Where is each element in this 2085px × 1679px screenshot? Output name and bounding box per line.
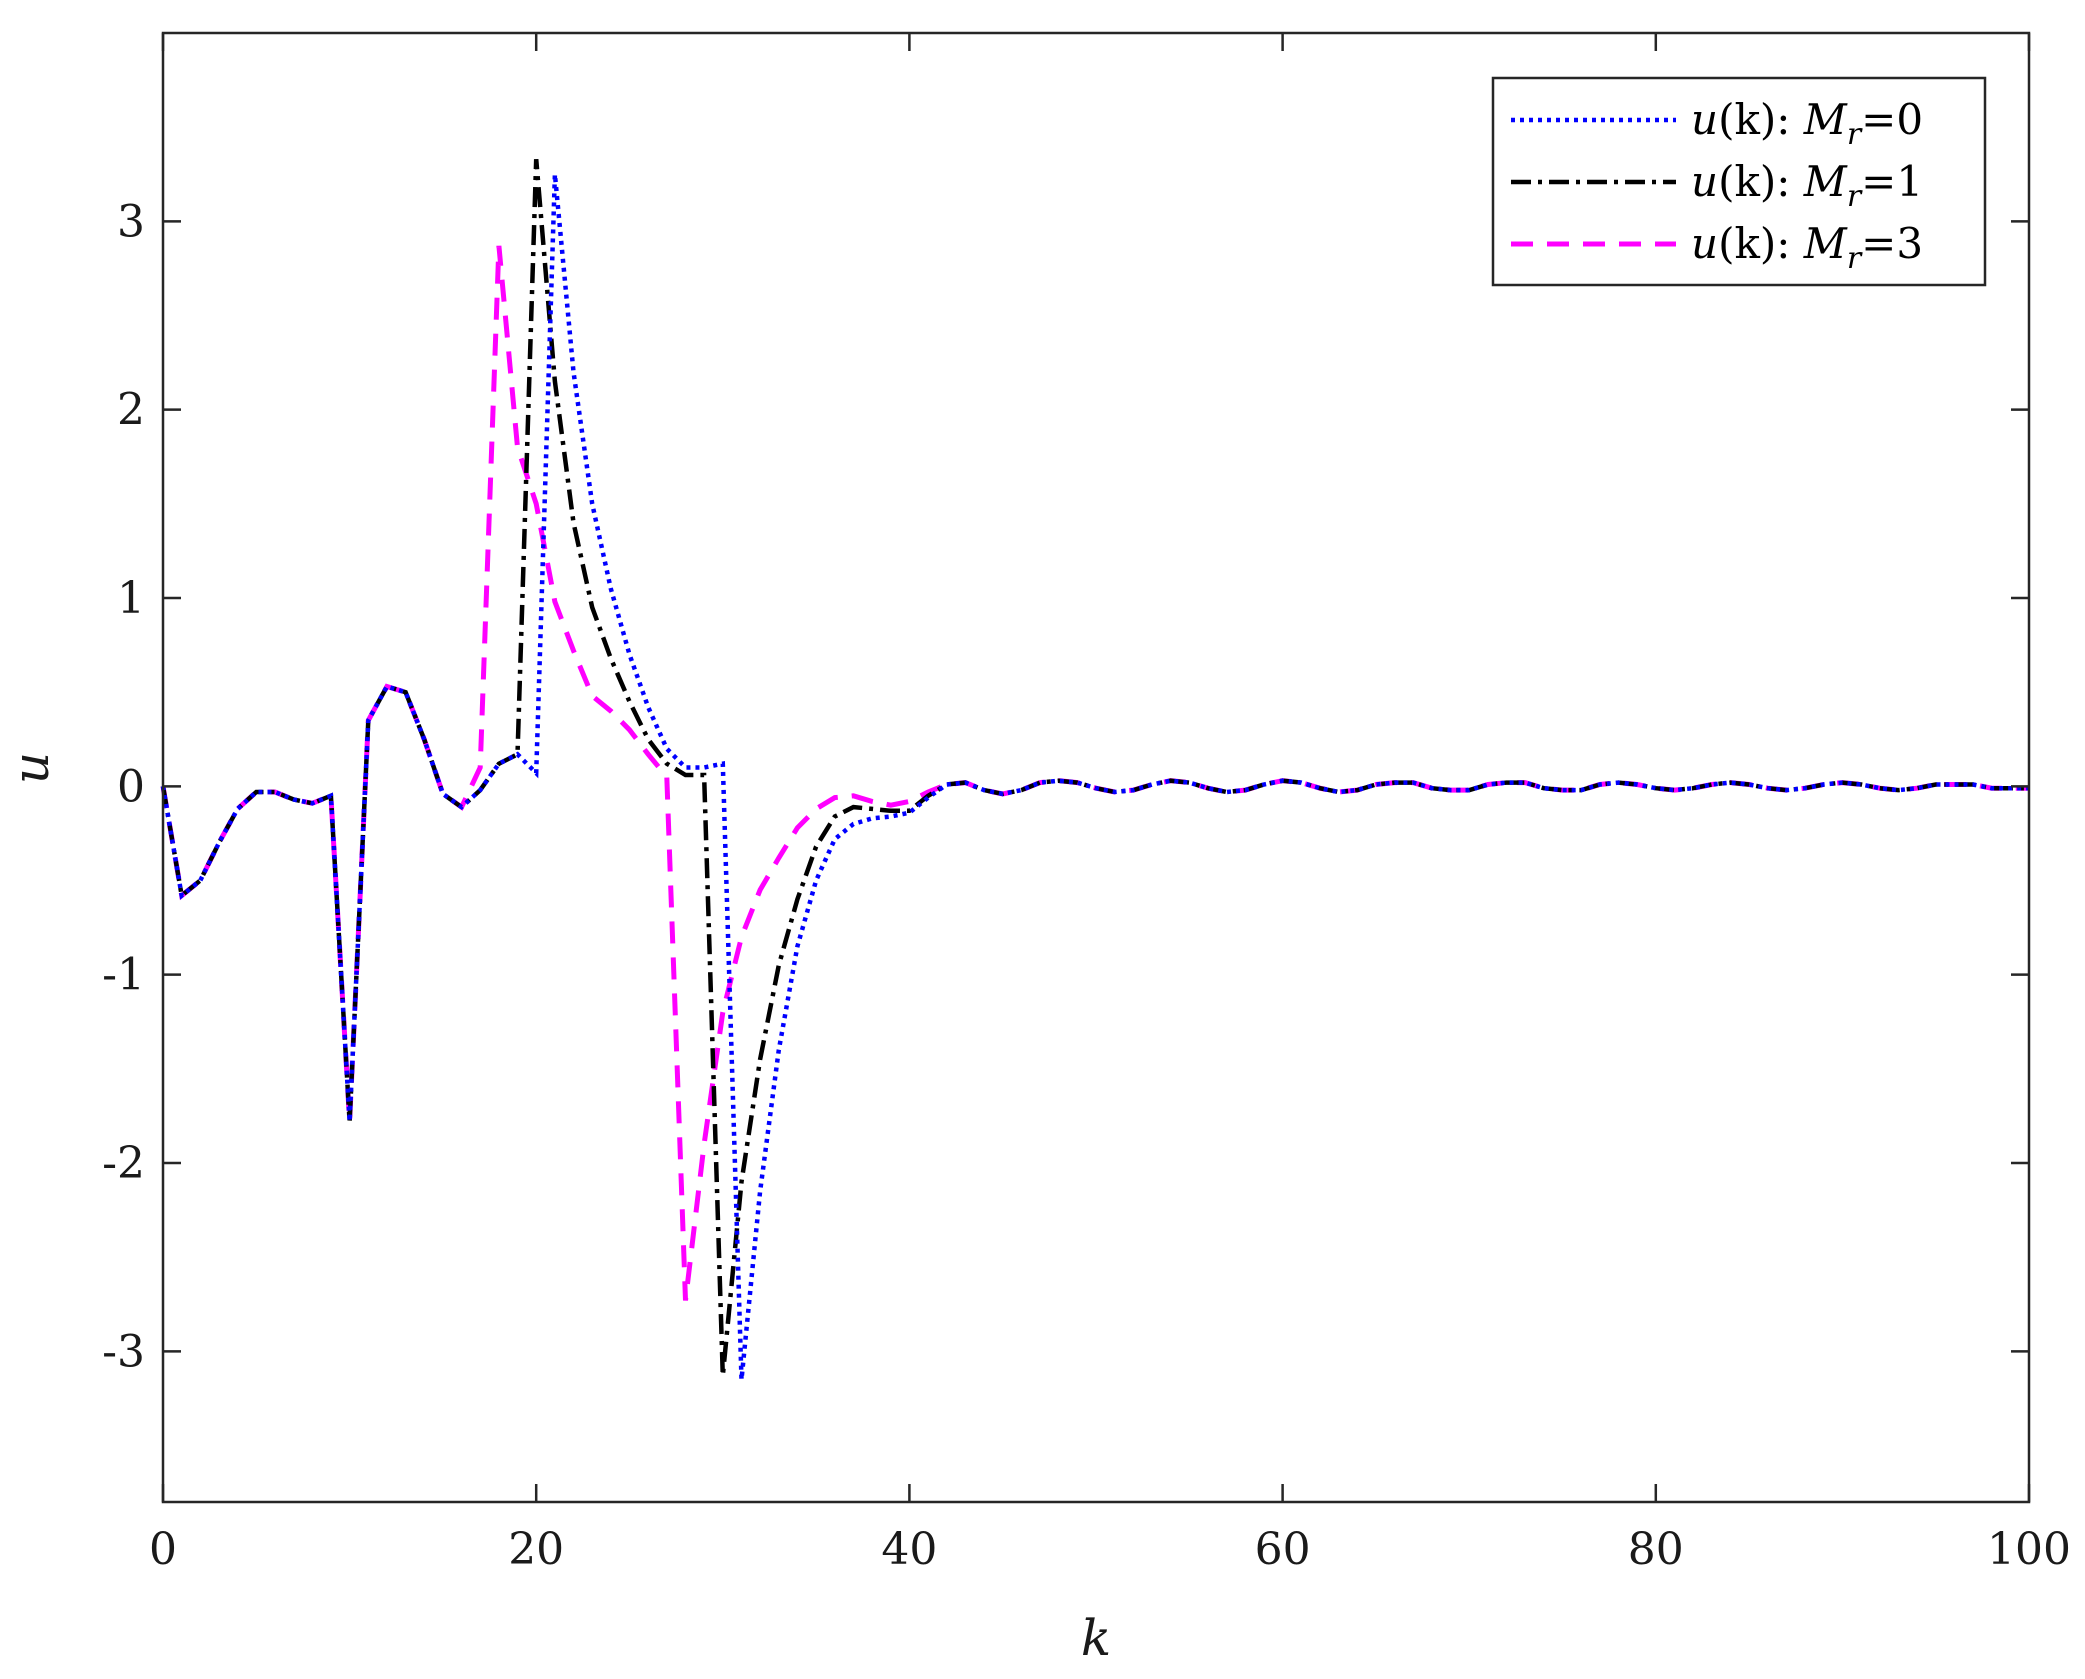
legend-text-part: u <box>1691 219 1718 268</box>
legend-text-part: M <box>1803 157 1848 206</box>
x-tick-label: 60 <box>1255 1524 1311 1575</box>
axes-frame <box>161 31 2031 1504</box>
legend: u(k): Mr=0u(k): Mr=1u(k): Mr=3 <box>1491 76 1987 287</box>
y-tick-label: -2 <box>102 1138 145 1189</box>
x-axis-label: k <box>1081 1609 1111 1667</box>
y-tick-label: -3 <box>102 1326 145 1377</box>
legend-text-part: M <box>1803 219 1848 268</box>
x-tick-label: 40 <box>881 1524 937 1575</box>
legend-box <box>1491 76 1987 287</box>
series-line-0 <box>160 174 2029 1380</box>
legend-text-part: =0 <box>1861 95 1923 144</box>
tick-layer: 0 20 40 60 80 100 -3 -2 -1 0 1 2 3 <box>102 33 2071 1575</box>
legend-label: u(k): Mr=0 <box>1691 95 1923 152</box>
legend-label: u(k): Mr=3 <box>1691 219 1923 276</box>
legend-text-part: (k): <box>1718 95 1804 144</box>
legend-label: u(k): Mr=1 <box>1691 157 1923 214</box>
legend-text-part: r <box>1847 241 1863 276</box>
y-tick-label: -1 <box>102 950 145 1001</box>
x-tick-label: 100 <box>1987 1524 2071 1575</box>
legend-text-part: u <box>1691 95 1718 144</box>
legend-text-part: (k): <box>1718 219 1804 268</box>
x-tick-label: 0 <box>149 1524 177 1575</box>
series-layer <box>160 159 2029 1380</box>
y-tick-label: 2 <box>117 385 145 436</box>
y-axis-label: u <box>2 752 60 784</box>
y-tick-label: 0 <box>117 761 145 812</box>
legend-text-part: =3 <box>1861 219 1923 268</box>
legend-text-part: =1 <box>1861 157 1923 206</box>
legend-text-part: r <box>1847 117 1863 152</box>
legend-text-part: u <box>1691 157 1718 206</box>
legend-text-part: M <box>1803 95 1848 144</box>
x-tick-label: 20 <box>508 1524 564 1575</box>
y-tick-label: 3 <box>117 196 145 247</box>
y-tick-label: 1 <box>117 573 145 624</box>
legend-text-part: r <box>1847 179 1863 214</box>
x-tick-label: 80 <box>1628 1524 1684 1575</box>
legend-text-part: (k): <box>1718 157 1804 206</box>
